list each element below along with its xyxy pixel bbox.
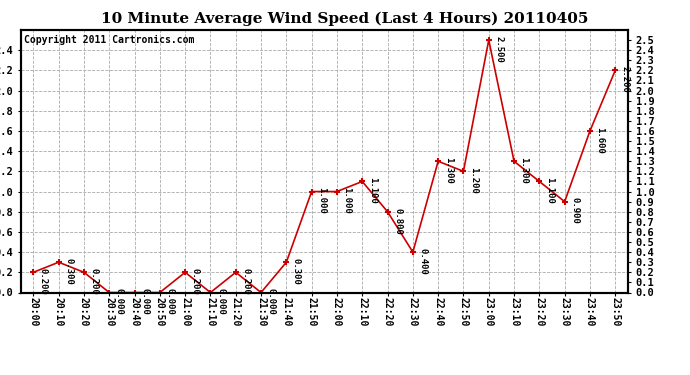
Text: 1.100: 1.100 xyxy=(545,177,554,204)
Text: 0.000: 0.000 xyxy=(166,288,175,315)
Text: 0.300: 0.300 xyxy=(64,258,73,285)
Text: 0.000: 0.000 xyxy=(216,288,225,315)
Text: 0.200: 0.200 xyxy=(241,268,250,295)
Text: 0.200: 0.200 xyxy=(90,268,99,295)
Text: 1.600: 1.600 xyxy=(595,127,604,154)
Text: 1.100: 1.100 xyxy=(368,177,377,204)
Text: 0.400: 0.400 xyxy=(418,248,427,275)
Text: 1.000: 1.000 xyxy=(317,188,326,214)
Text: 0.200: 0.200 xyxy=(190,268,199,295)
Text: 1.000: 1.000 xyxy=(342,188,351,214)
Text: 10 Minute Average Wind Speed (Last 4 Hours) 20110405: 10 Minute Average Wind Speed (Last 4 Hou… xyxy=(101,11,589,26)
Text: 1.300: 1.300 xyxy=(444,157,453,184)
Text: 2.500: 2.500 xyxy=(494,36,503,63)
Text: 0.300: 0.300 xyxy=(292,258,301,285)
Text: 0.000: 0.000 xyxy=(266,288,275,315)
Text: 1.200: 1.200 xyxy=(469,167,478,194)
Text: 2.200: 2.200 xyxy=(621,66,630,93)
Text: Copyright 2011 Cartronics.com: Copyright 2011 Cartronics.com xyxy=(23,35,194,45)
Text: 0.000: 0.000 xyxy=(115,288,124,315)
Text: 0.800: 0.800 xyxy=(393,208,402,234)
Text: 0.900: 0.900 xyxy=(570,198,579,224)
Text: 1.300: 1.300 xyxy=(520,157,529,184)
Text: 0.000: 0.000 xyxy=(140,288,149,315)
Text: 0.200: 0.200 xyxy=(39,268,48,295)
